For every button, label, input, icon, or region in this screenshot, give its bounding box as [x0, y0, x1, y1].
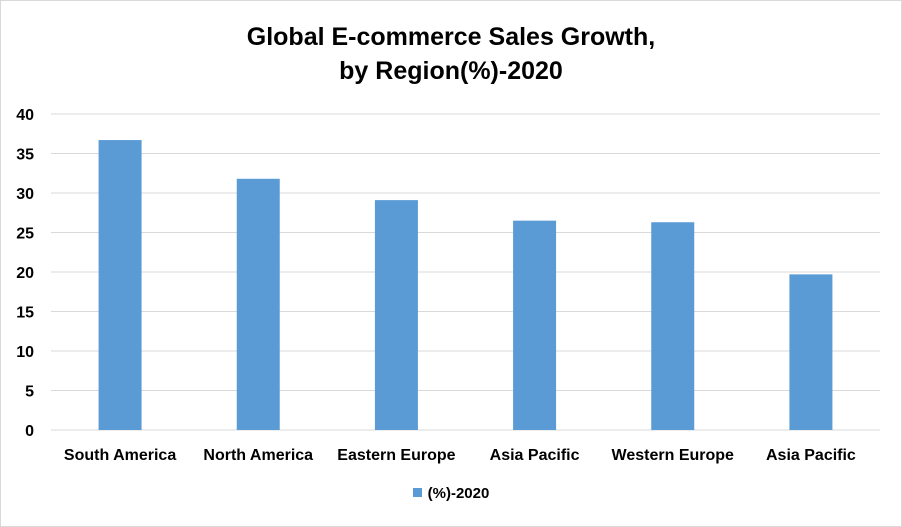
legend-swatch	[412, 488, 422, 497]
y-tick-label: 40	[16, 107, 34, 124]
x-tick-label: South America	[64, 447, 176, 464]
chart-title-line-2: by Region(%)-2020	[339, 57, 563, 85]
x-tick-label: Asia Pacific	[766, 447, 856, 464]
bars	[98, 140, 833, 430]
chart-legend: (%)-2020	[0, 485, 902, 502]
y-tick-label: 0	[25, 423, 34, 440]
chart-title: Global E-commerce Sales Growth, by Regio…	[0, 20, 902, 88]
y-tick-label: 25	[16, 226, 34, 243]
y-tick-label: 35	[16, 147, 34, 164]
y-tick-label: 20	[16, 265, 34, 282]
bar-4	[513, 220, 557, 430]
gridlines	[51, 113, 880, 431]
y-tick-label: 15	[16, 305, 34, 322]
bar-2	[236, 178, 280, 430]
x-tick-label: North America	[203, 447, 313, 464]
x-tick-label: Western Europe	[612, 447, 735, 464]
bar-6	[789, 274, 833, 430]
bar-5	[651, 222, 695, 430]
y-axis-tick-labels: 0 5 10 15 20 25 30 35 40	[16, 107, 34, 440]
x-axis-tick-labels: South America North America Eastern Europe…	[64, 447, 856, 464]
x-tick-label: Asia Pacific	[490, 447, 580, 464]
bar-3	[374, 200, 418, 430]
x-tick-label: Eastern Europe	[337, 447, 455, 464]
y-tick-label: 10	[16, 344, 34, 361]
bar-1	[98, 140, 142, 430]
legend-label: (%)-2020	[427, 485, 490, 502]
y-tick-label: 30	[16, 186, 34, 203]
y-tick-label: 5	[25, 384, 34, 401]
chart-title-line-1: Global E-commerce Sales Growth,	[246, 23, 656, 51]
